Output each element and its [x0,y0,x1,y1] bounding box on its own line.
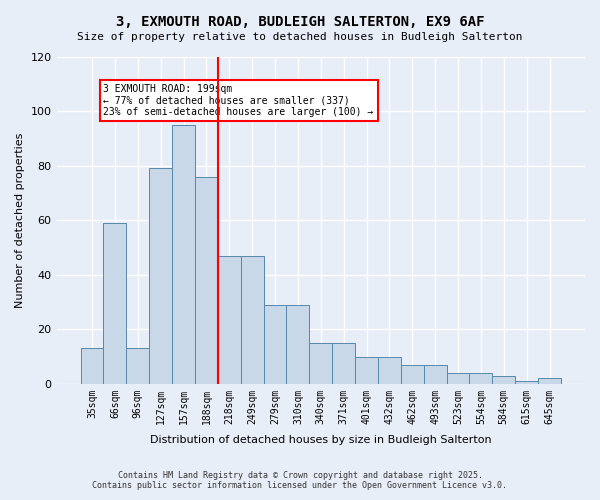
Bar [80,348,103,384]
Text: 3, EXMOUTH ROAD, BUDLEIGH SALTERTON, EX9 6AF: 3, EXMOUTH ROAD, BUDLEIGH SALTERTON, EX9… [116,15,484,29]
Bar [493,376,515,384]
Y-axis label: Number of detached properties: Number of detached properties [15,132,25,308]
Bar [310,343,332,384]
Bar [424,364,446,384]
Bar [263,304,286,384]
Bar [103,223,127,384]
Bar [286,304,310,384]
Bar [538,378,561,384]
Bar [172,124,195,384]
Bar [446,373,469,384]
Text: 3 EXMOUTH ROAD: 199sqm
← 77% of detached houses are smaller (337)
23% of semi-de: 3 EXMOUTH ROAD: 199sqm ← 77% of detached… [103,84,374,117]
Bar [355,356,378,384]
X-axis label: Distribution of detached houses by size in Budleigh Salterton: Distribution of detached houses by size … [150,435,491,445]
Bar [241,256,263,384]
Bar [195,176,218,384]
Text: Size of property relative to detached houses in Budleigh Salterton: Size of property relative to detached ho… [77,32,523,42]
Bar [515,381,538,384]
Text: Contains HM Land Registry data © Crown copyright and database right 2025.
Contai: Contains HM Land Registry data © Crown c… [92,470,508,490]
Bar [218,256,241,384]
Bar [469,373,493,384]
Bar [332,343,355,384]
Bar [127,348,149,384]
Bar [149,168,172,384]
Bar [378,356,401,384]
Bar [401,364,424,384]
